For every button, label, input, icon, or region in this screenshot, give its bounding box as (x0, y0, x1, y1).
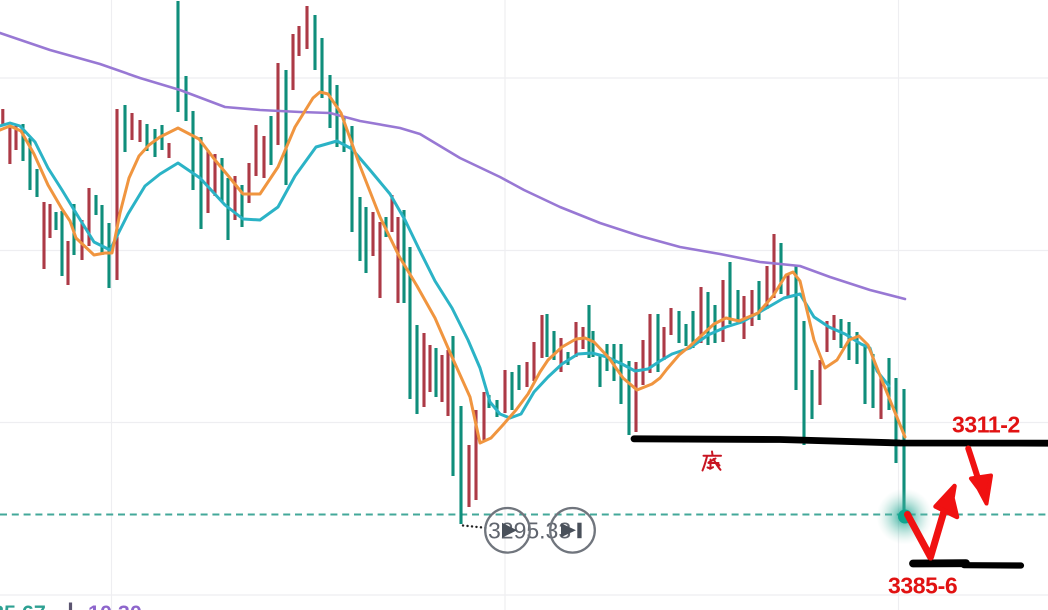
svg-text:3311-2: 3311-2 (952, 412, 1020, 438)
svg-text:10.30: 10.30 (88, 601, 142, 610)
svg-text:85.67: 85.67 (0, 601, 46, 610)
svg-text:3385-6: 3385-6 (888, 573, 957, 599)
